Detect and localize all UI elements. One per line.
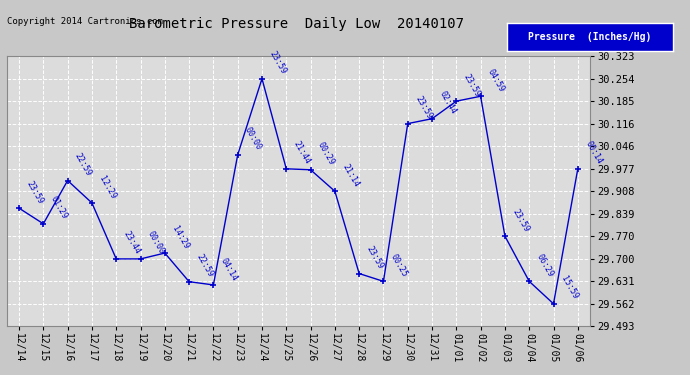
Text: 23:59: 23:59 <box>365 244 385 271</box>
Text: 00:00: 00:00 <box>146 230 166 256</box>
Text: 22:59: 22:59 <box>195 253 215 279</box>
Text: 23:59: 23:59 <box>462 72 482 98</box>
Text: 23:59: 23:59 <box>25 179 45 206</box>
Text: 14:29: 14:29 <box>170 224 190 250</box>
Text: 21:14: 21:14 <box>340 162 361 189</box>
Text: 23:59: 23:59 <box>268 50 288 76</box>
Text: 23:59: 23:59 <box>511 207 531 233</box>
Text: 00:25: 00:25 <box>389 252 409 279</box>
Text: Pressure  (Inches/Hg): Pressure (Inches/Hg) <box>529 32 651 42</box>
Text: 23:44: 23:44 <box>121 230 142 256</box>
Text: Copyright 2014 Cartronics.com: Copyright 2014 Cartronics.com <box>7 17 163 26</box>
Text: 21:44: 21:44 <box>292 140 312 166</box>
Text: 04:59: 04:59 <box>486 68 506 93</box>
Text: 12:29: 12:29 <box>97 174 118 200</box>
Text: 15:59: 15:59 <box>559 275 580 301</box>
Text: 04:14: 04:14 <box>219 256 239 282</box>
Text: 00:00: 00:00 <box>244 126 264 152</box>
Text: 02:44: 02:44 <box>437 90 458 116</box>
Text: 22:59: 22:59 <box>73 152 93 178</box>
Text: 00:14: 00:14 <box>583 140 604 166</box>
Text: 23:59: 23:59 <box>413 94 433 121</box>
Text: Barometric Pressure  Daily Low  20140107: Barometric Pressure Daily Low 20140107 <box>129 17 464 31</box>
Text: 01:29: 01:29 <box>49 195 69 221</box>
Text: 00:29: 00:29 <box>316 141 337 167</box>
Text: 06:29: 06:29 <box>535 252 555 279</box>
